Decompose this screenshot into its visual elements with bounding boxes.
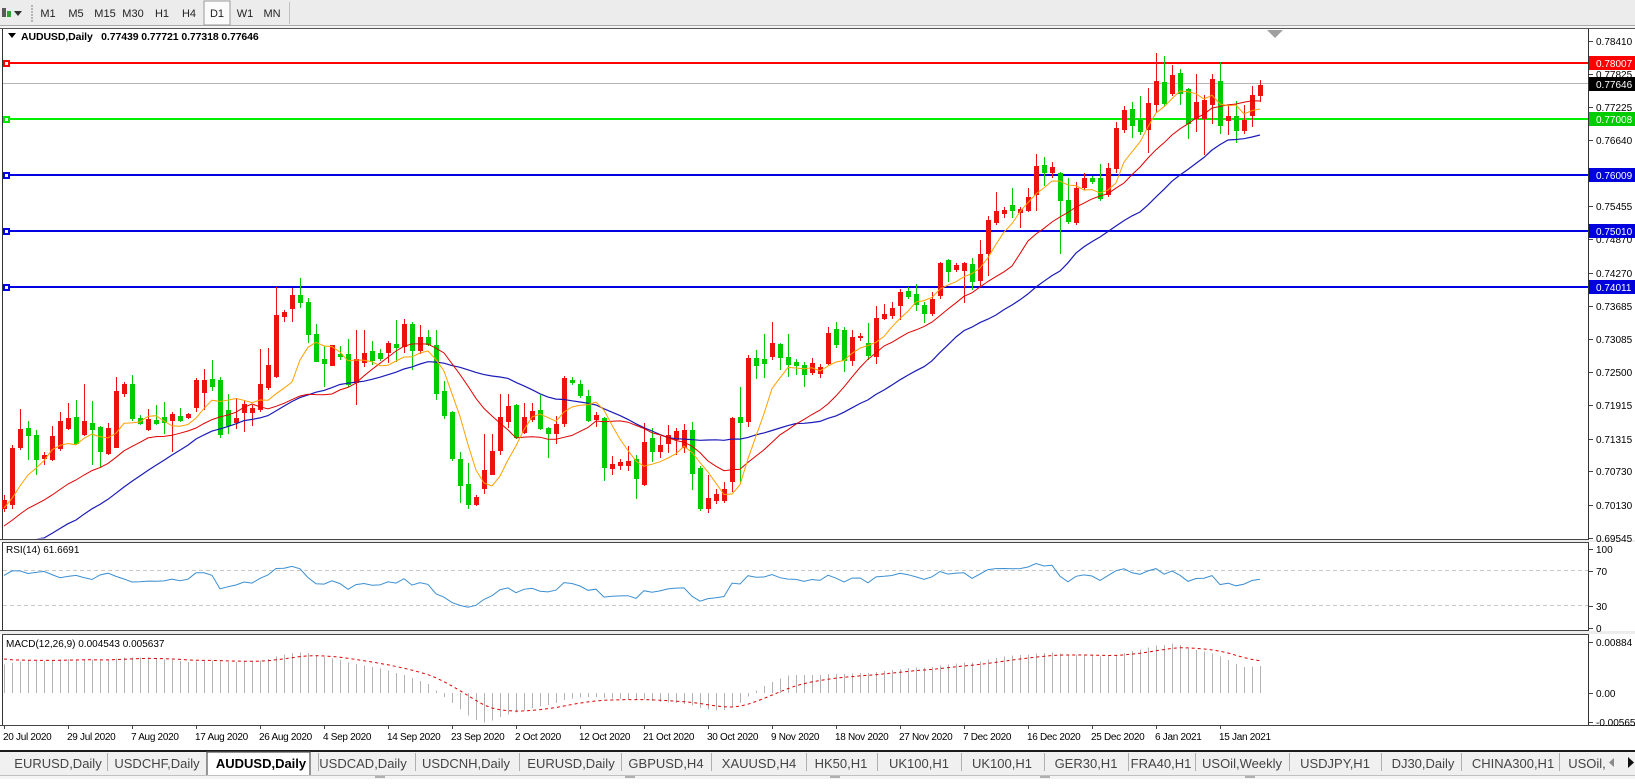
svg-text:M15: M15: [94, 8, 115, 20]
svg-text:0.74011: 0.74011: [1596, 283, 1632, 294]
svg-text:7 Aug 2020: 7 Aug 2020: [131, 732, 179, 743]
svg-text:H1: H1: [155, 8, 169, 20]
svg-text:21 Oct 2020: 21 Oct 2020: [643, 732, 695, 743]
svg-text:0.70730: 0.70730: [1596, 467, 1633, 478]
svg-text:14 Sep 2020: 14 Sep 2020: [387, 732, 441, 743]
svg-text:0.69545: 0.69545: [1596, 534, 1633, 545]
svg-text:0: 0: [1596, 624, 1602, 635]
svg-text:USDCHF,Daily: USDCHF,Daily: [114, 756, 200, 771]
svg-text:FRA40,H1: FRA40,H1: [1131, 756, 1192, 771]
svg-text:0.70130: 0.70130: [1596, 501, 1633, 512]
svg-text:GER30,H1: GER30,H1: [1055, 756, 1118, 771]
svg-text:100: 100: [1596, 545, 1613, 556]
svg-text:GBPUSD,H4: GBPUSD,H4: [628, 756, 703, 771]
svg-text:0.78410: 0.78410: [1596, 37, 1633, 48]
svg-text:0.71915: 0.71915: [1596, 401, 1633, 412]
svg-text:0.76640: 0.76640: [1596, 136, 1633, 147]
svg-text:4 Sep 2020: 4 Sep 2020: [323, 732, 372, 743]
svg-text:0.00884: 0.00884: [1596, 638, 1633, 649]
svg-text:0.72500: 0.72500: [1596, 368, 1633, 379]
svg-text:XAUUSD,H4: XAUUSD,H4: [722, 756, 796, 771]
svg-text:12 Oct 2020: 12 Oct 2020: [579, 732, 631, 743]
svg-text:0.77646: 0.77646: [1596, 80, 1633, 91]
svg-text:0.73085: 0.73085: [1596, 335, 1633, 346]
svg-text:USDJPY,H1: USDJPY,H1: [1300, 756, 1370, 771]
svg-text:16 Dec 2020: 16 Dec 2020: [1027, 732, 1081, 743]
svg-text:H4: H4: [182, 8, 196, 20]
svg-text:18 Nov 2020: 18 Nov 2020: [835, 732, 889, 743]
svg-text:AUDUSD,Daily: AUDUSD,Daily: [216, 756, 307, 771]
svg-text:M1: M1: [40, 8, 55, 20]
svg-text:USDCNH,Daily: USDCNH,Daily: [422, 756, 511, 771]
svg-text:M30: M30: [122, 8, 143, 20]
svg-text:0.73685: 0.73685: [1596, 302, 1633, 313]
svg-text:D1: D1: [210, 8, 224, 20]
svg-text:15 Jan 2021: 15 Jan 2021: [1219, 732, 1271, 743]
svg-text:0.71315: 0.71315: [1596, 435, 1633, 446]
svg-text:-0.00565: -0.00565: [1596, 718, 1635, 729]
svg-text:CHINA300,H1: CHINA300,H1: [1472, 756, 1554, 771]
svg-text:27 Nov 2020: 27 Nov 2020: [899, 732, 953, 743]
svg-text:30: 30: [1596, 602, 1608, 613]
svg-text:HK50,H1: HK50,H1: [815, 756, 868, 771]
svg-text:0.00: 0.00: [1596, 689, 1616, 700]
svg-text:UK100,H1: UK100,H1: [889, 756, 949, 771]
svg-text:29 Jul 2020: 29 Jul 2020: [67, 732, 116, 743]
svg-text:0.78007: 0.78007: [1596, 59, 1633, 70]
svg-text:0.75455: 0.75455: [1596, 202, 1633, 213]
svg-text:0.77825: 0.77825: [1596, 70, 1633, 81]
svg-text:0.74870: 0.74870: [1596, 235, 1633, 246]
svg-text:MN: MN: [263, 8, 280, 20]
svg-text:0.77225: 0.77225: [1596, 103, 1633, 114]
svg-text:USDCAD,Daily: USDCAD,Daily: [319, 756, 407, 771]
svg-text:RSI(14) 61.6691: RSI(14) 61.6691: [6, 545, 80, 556]
svg-text:70: 70: [1596, 567, 1608, 578]
svg-text:17 Aug 2020: 17 Aug 2020: [195, 732, 249, 743]
svg-text:0.76009: 0.76009: [1596, 171, 1633, 182]
svg-text:AUDUSD,Daily 0.77439 0.77721: AUDUSD,Daily 0.77439 0.77721 0.77318 0.7…: [21, 31, 259, 43]
svg-text:0.75010: 0.75010: [1596, 227, 1633, 238]
svg-text:6 Jan 2021: 6 Jan 2021: [1155, 732, 1202, 743]
svg-text:0.77008: 0.77008: [1596, 115, 1633, 126]
svg-text:W1: W1: [237, 8, 254, 20]
svg-text:23 Sep 2020: 23 Sep 2020: [451, 732, 505, 743]
svg-text:USOil,: USOil,: [1568, 756, 1606, 771]
svg-text:MACD(12,26,9) 0.004543 0.00563: MACD(12,26,9) 0.004543 0.005637: [6, 639, 165, 650]
svg-text:EURUSD,Daily: EURUSD,Daily: [14, 756, 102, 771]
svg-text:9 Nov 2020: 9 Nov 2020: [771, 732, 820, 743]
svg-text:DJ30,Daily: DJ30,Daily: [1392, 756, 1455, 771]
svg-text:0.74270: 0.74270: [1596, 269, 1633, 280]
svg-text:25 Dec 2020: 25 Dec 2020: [1091, 732, 1145, 743]
svg-text:30 Oct 2020: 30 Oct 2020: [707, 732, 759, 743]
svg-text:26 Aug 2020: 26 Aug 2020: [259, 732, 313, 743]
svg-text:EURUSD,Daily: EURUSD,Daily: [527, 756, 615, 771]
svg-text:7 Dec 2020: 7 Dec 2020: [963, 732, 1012, 743]
svg-text:2 Oct 2020: 2 Oct 2020: [515, 732, 562, 743]
svg-text:M5: M5: [68, 8, 83, 20]
svg-text:20 Jul 2020: 20 Jul 2020: [3, 732, 52, 743]
svg-text:USOil,Weekly: USOil,Weekly: [1202, 756, 1282, 771]
svg-text:UK100,H1: UK100,H1: [972, 756, 1032, 771]
